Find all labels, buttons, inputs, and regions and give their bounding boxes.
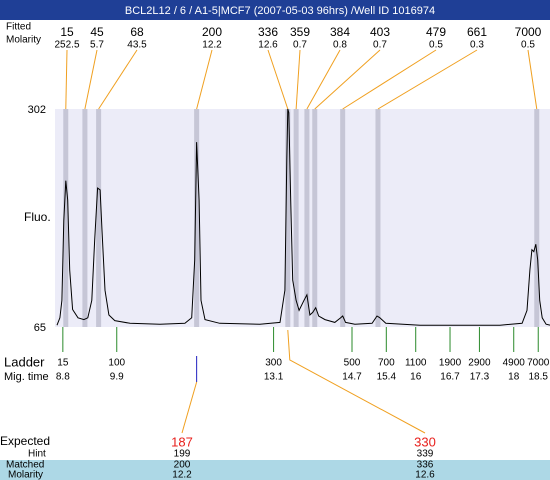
peak-band bbox=[285, 109, 291, 327]
y-tick-label: 302 bbox=[28, 104, 46, 116]
peak-size: 15 bbox=[60, 25, 74, 39]
peak-molarity: 0.8 bbox=[333, 40, 347, 51]
molarity-value: 12.2 bbox=[172, 470, 192, 480]
y-tick-label: 65 bbox=[34, 322, 46, 334]
ladder-time: 15.4 bbox=[377, 372, 397, 383]
peak-molarity: 252.5 bbox=[54, 40, 79, 51]
peak-band bbox=[82, 109, 88, 327]
expected-label: Expected bbox=[0, 434, 50, 448]
plot-area bbox=[55, 109, 550, 327]
title-bar bbox=[0, 0, 550, 20]
peak-size: 661 bbox=[467, 25, 487, 39]
peak-size: 384 bbox=[330, 25, 350, 39]
peak-size: 7000 bbox=[515, 25, 542, 39]
molarity-row-label: Molarity bbox=[8, 470, 43, 480]
peak-molarity: 5.7 bbox=[90, 40, 104, 51]
ladder-size: 2900 bbox=[468, 358, 491, 369]
peak-molarity: 0.7 bbox=[373, 40, 387, 51]
y-axis-label: Fluo. bbox=[24, 210, 51, 224]
peaks-label: Fitted bbox=[6, 22, 31, 33]
expected-value: 330 bbox=[414, 434, 436, 449]
ladder-size: 300 bbox=[265, 358, 282, 369]
peak-band bbox=[96, 109, 102, 327]
matched-band bbox=[0, 460, 550, 480]
peak-connector bbox=[267, 49, 289, 110]
hint-value: 199 bbox=[174, 449, 191, 460]
peak-connector bbox=[295, 49, 301, 110]
ladder-size: 7000 bbox=[527, 358, 550, 369]
peak-connector bbox=[65, 49, 68, 110]
peak-band bbox=[63, 109, 69, 327]
peak-band bbox=[194, 109, 200, 327]
peak-size: 359 bbox=[290, 25, 310, 39]
ladder-time: 9.9 bbox=[110, 372, 124, 383]
peak-molarity: 43.5 bbox=[127, 40, 147, 51]
peak-molarity: 0.5 bbox=[429, 40, 443, 51]
peak-size: 68 bbox=[130, 25, 144, 39]
peak-size: 403 bbox=[370, 25, 390, 39]
peak-molarity: 12.2 bbox=[202, 40, 222, 51]
peak-molarity: 0.5 bbox=[521, 40, 535, 51]
ladder-size: 15 bbox=[57, 358, 69, 369]
ladder-size: 4900 bbox=[503, 358, 526, 369]
peak-size: 336 bbox=[258, 25, 278, 39]
peak-connector bbox=[196, 49, 213, 110]
matched-value: 336 bbox=[417, 460, 434, 471]
peak-size: 200 bbox=[202, 25, 222, 39]
hint-label: Hint bbox=[28, 449, 46, 460]
ladder-size: 1100 bbox=[405, 358, 427, 369]
hint-value: 339 bbox=[417, 449, 434, 460]
peak-connector bbox=[306, 49, 341, 110]
expected-connector bbox=[287, 329, 426, 434]
peak-band bbox=[340, 109, 346, 327]
matched-value: 200 bbox=[174, 460, 191, 471]
peak-molarity: 0.3 bbox=[470, 40, 484, 51]
ladder-time: 18.5 bbox=[529, 372, 549, 383]
peak-connector bbox=[527, 49, 538, 110]
peak-size: 479 bbox=[426, 25, 446, 39]
peak-band bbox=[375, 109, 381, 327]
ladder-size: 700 bbox=[378, 358, 395, 369]
peak-connector bbox=[98, 49, 138, 110]
ladder-size: 500 bbox=[344, 358, 361, 369]
title: BCL2L12 / 6 / A1-5|MCF7 (2007-05-03 96hr… bbox=[125, 5, 435, 17]
molarity-label: Molarity bbox=[6, 35, 41, 46]
ladder-label: Ladder bbox=[4, 354, 45, 369]
ladder-time: 16.7 bbox=[440, 372, 460, 383]
peak-molarity: 12.6 bbox=[258, 40, 278, 51]
expected-connector bbox=[181, 381, 198, 434]
trace bbox=[56, 108, 550, 326]
ladder-size: 1900 bbox=[439, 358, 462, 369]
ladder-time: 8.8 bbox=[56, 372, 70, 383]
peak-connector bbox=[342, 49, 437, 110]
peak-band bbox=[293, 109, 299, 327]
ladder-size: 100 bbox=[108, 358, 125, 369]
ladder-time: 14.7 bbox=[342, 372, 362, 383]
peak-connector bbox=[84, 49, 98, 110]
peak-band bbox=[304, 109, 310, 327]
ladder-time: 18 bbox=[508, 372, 520, 383]
ladder-time: 13.1 bbox=[264, 372, 284, 383]
peak-band bbox=[312, 109, 318, 327]
ladder-time: 17.3 bbox=[470, 372, 490, 383]
peak-band bbox=[534, 109, 540, 327]
matched-label: Matched bbox=[6, 460, 44, 471]
expected-value: 187 bbox=[171, 434, 193, 449]
mig-time-label: Mig. time bbox=[4, 371, 49, 383]
peak-molarity: 0.7 bbox=[293, 40, 307, 51]
ladder-time: 16 bbox=[410, 372, 422, 383]
peak-connector bbox=[377, 49, 478, 110]
molarity-value: 12.6 bbox=[415, 470, 435, 480]
peak-size: 45 bbox=[90, 25, 104, 39]
peak-connector bbox=[314, 49, 381, 110]
